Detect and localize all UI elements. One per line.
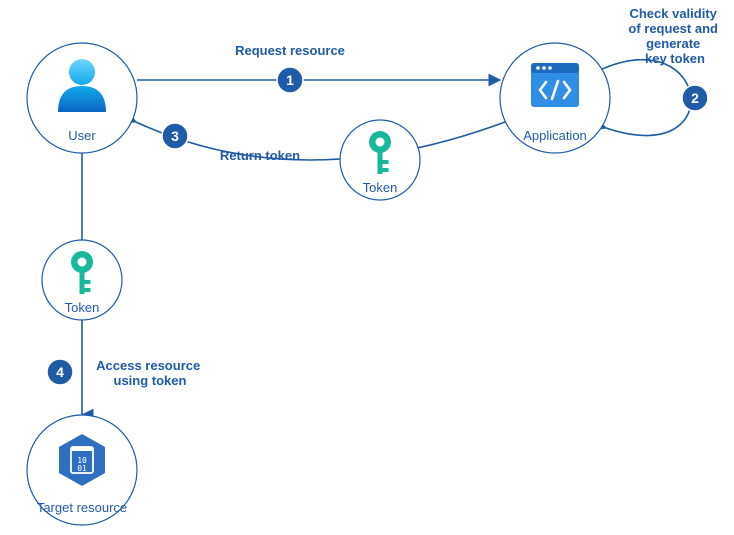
step-badge-1: 1 xyxy=(277,67,303,93)
node-token-mid: Token xyxy=(340,120,420,200)
svg-text:01: 01 xyxy=(77,464,87,473)
node-target-resource: 10 01 Target resource xyxy=(27,415,137,525)
node-token-left-label: Token xyxy=(65,300,100,315)
edge-self-loop-check xyxy=(600,60,691,136)
caption-return-token: Return token xyxy=(220,148,300,163)
svg-text:4: 4 xyxy=(56,364,64,380)
node-token-left: Token xyxy=(42,240,122,320)
node-user: User xyxy=(27,43,137,153)
node-application: Application xyxy=(500,43,610,153)
svg-text:3: 3 xyxy=(171,128,179,144)
caption-check-validity: Check validity of request and generate k… xyxy=(628,6,721,66)
step-badge-4: 4 xyxy=(47,359,73,385)
diagram-canvas: User Application Token xyxy=(0,0,734,535)
caption-access-resource: Access resource using token xyxy=(96,358,204,388)
application-icon xyxy=(531,63,579,107)
node-application-label: Application xyxy=(523,128,587,143)
caption-request-resource: Request resource xyxy=(235,43,345,58)
edge-return-token xyxy=(136,122,505,160)
svg-text:1: 1 xyxy=(286,72,294,88)
node-user-label: User xyxy=(68,128,96,143)
svg-text:2: 2 xyxy=(691,90,699,106)
node-token-mid-label: Token xyxy=(363,180,398,195)
step-badge-2: 2 xyxy=(682,85,708,111)
step-badge-3: 3 xyxy=(162,123,188,149)
node-target-label: Target resource xyxy=(37,500,127,515)
